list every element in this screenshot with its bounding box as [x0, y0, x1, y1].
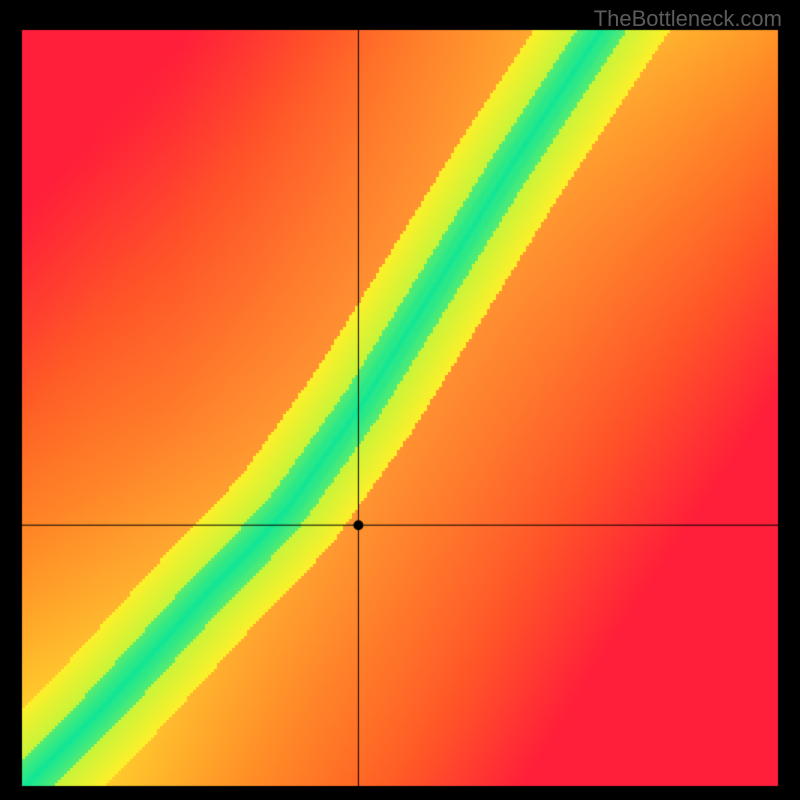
watermark-text: TheBottleneck.com [594, 6, 782, 32]
chart-container: TheBottleneck.com [0, 0, 800, 800]
bottleneck-heatmap [0, 0, 800, 800]
